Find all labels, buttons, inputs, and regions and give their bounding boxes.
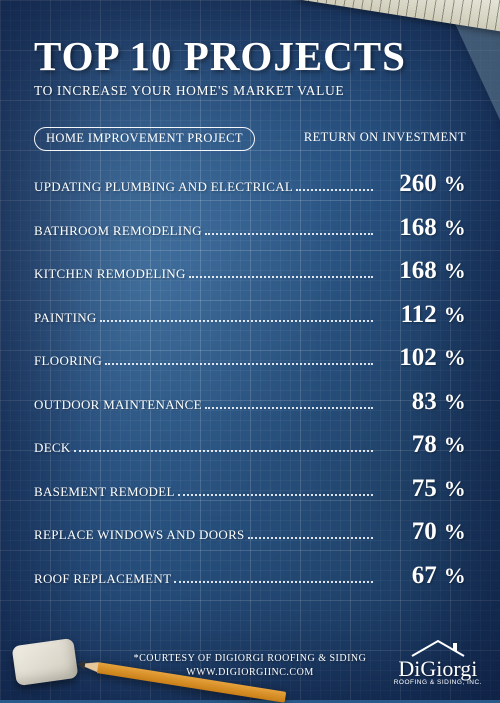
roi-value: 102 [379,347,437,370]
content-area: TOP 10 PROJECTS TO INCREASE YOUR HOME'S … [0,0,500,700]
column-header-roi: RETURN ON INVESTMENT [304,127,466,151]
project-list: UPDATING PLUMBING AND ELECTRICAL260%BATH… [34,173,466,587]
list-item: BASEMENT REMODEL 75% [34,478,466,501]
percent-symbol: % [444,392,466,412]
roi-value: 70 [379,521,437,544]
page-title: TOP 10 PROJECTS [34,36,466,77]
list-item: UPDATING PLUMBING AND ELECTRICAL 260% [34,173,466,196]
percent-symbol: % [444,174,466,194]
list-item: BATHROOM REMODELING 168% [34,217,466,240]
leader-dots [189,276,373,278]
project-label: BATHROOM REMODELING [34,223,202,239]
percent-symbol: % [444,479,466,499]
percent-symbol: % [444,522,466,542]
percent-symbol: % [444,348,466,368]
project-label: ROOF REPLACEMENT [34,571,171,587]
leader-dots [100,320,373,322]
list-item: OUTDOOR MAINTENANCE 83% [34,391,466,414]
leader-dots [178,494,373,496]
percent-symbol: % [444,305,466,325]
project-label: KITCHEN REMODELING [34,266,186,282]
list-item: FLOORING 102% [34,347,466,370]
percent-symbol: % [444,261,466,281]
house-roof-icon [410,638,466,658]
leader-dots [248,537,373,539]
column-header-project: HOME IMPROVEMENT PROJECT [34,127,255,151]
eraser-icon [12,638,79,686]
roi-value: 112 [379,304,437,327]
roi-value: 78 [379,434,437,457]
project-label: PAINTING [34,310,97,326]
project-label: UPDATING PLUMBING AND ELECTRICAL [34,179,293,195]
company-logo: DiGiorgi ROOFING & SIDING, INC. [394,638,482,686]
roi-value: 83 [379,391,437,414]
leader-dots [174,581,372,583]
list-item: KITCHEN REMODELING 168% [34,260,466,283]
leader-dots [205,407,373,409]
leader-dots [296,189,373,191]
logo-brand: DiGiorgi [394,659,482,679]
roi-value: 260 [379,173,437,196]
column-headers: HOME IMPROVEMENT PROJECT RETURN ON INVES… [34,127,466,151]
percent-symbol: % [444,566,466,586]
project-label: OUTDOOR MAINTENANCE [34,397,202,413]
roi-value: 67 [379,565,437,588]
header-spacer [255,127,304,151]
logo-tagline: ROOFING & SIDING, INC. [394,679,482,686]
list-item: DECK 78% [34,434,466,457]
percent-symbol: % [444,218,466,238]
leader-dots [105,363,373,365]
roi-value: 168 [379,217,437,240]
list-item: ROOF REPLACEMENT 67% [34,565,466,588]
list-item: REPLACE WINDOWS AND DOORS 70% [34,521,466,544]
project-label: DECK [34,440,71,456]
project-label: BASEMENT REMODEL [34,484,175,500]
project-label: FLOORING [34,353,102,369]
leader-dots [74,450,373,452]
roi-value: 75 [379,478,437,501]
leader-dots [205,233,373,235]
project-label: REPLACE WINDOWS AND DOORS [34,527,245,543]
roi-value: 168 [379,260,437,283]
percent-symbol: % [444,435,466,455]
page-subtitle: TO INCREASE YOUR HOME'S MARKET VALUE [34,83,466,99]
list-item: PAINTING 112% [34,304,466,327]
